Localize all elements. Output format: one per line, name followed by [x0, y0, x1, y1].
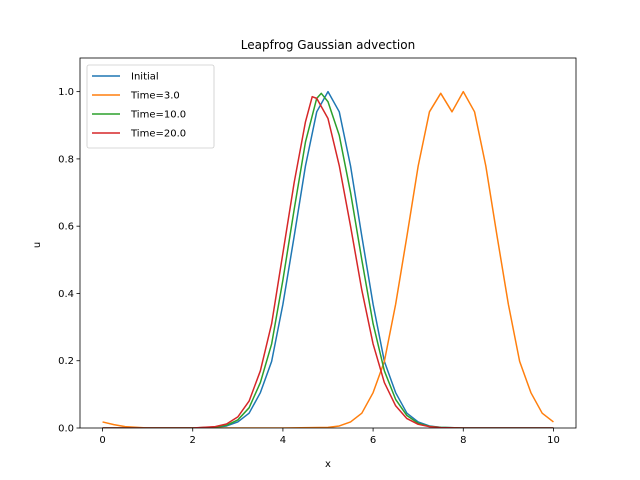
y-tick-label: 0.4: [58, 289, 74, 300]
y-tick-label: 0.6: [58, 222, 74, 233]
legend-label-time-3-0: Time=3.0: [130, 91, 180, 102]
axes-frame: [79, 57, 577, 429]
x-tick-label: 4: [280, 435, 286, 446]
x-tick-label: 0: [99, 435, 105, 446]
y-tick-label: 0.8: [58, 154, 74, 165]
x-tick-label: 8: [460, 435, 466, 446]
x-tick-label: 6: [370, 435, 376, 446]
legend-label-time-10-0: Time=10.0: [130, 110, 186, 121]
x-tick-label: 10: [547, 435, 560, 446]
legend-label-time-20-0: Time=20.0: [130, 129, 186, 140]
series-line-time-20-0: [102, 95, 554, 428]
x-axis-label: x: [325, 459, 331, 470]
plot-area: [102, 90, 554, 428]
y-tick-label: 0.0: [58, 424, 74, 435]
legend-box: [86, 64, 215, 149]
axes: 0 2 4 6 8 10 0.0 0.2 0.4 0.6 0.8 1.0: [58, 57, 577, 446]
y-tick-label: 0.2: [58, 356, 74, 367]
legend-label-initial: Initial: [131, 72, 159, 83]
legend: Initial Time=3.0 Time=10.0 Time=20.0: [86, 64, 215, 149]
y-axis-label: u: [32, 242, 43, 248]
series-line-time-3-0: [102, 90, 554, 428]
x-tick-label: 2: [190, 435, 196, 446]
y-tick-label: 1.0: [58, 87, 74, 98]
chart-title: Leapfrog Gaussian advection: [241, 38, 415, 52]
